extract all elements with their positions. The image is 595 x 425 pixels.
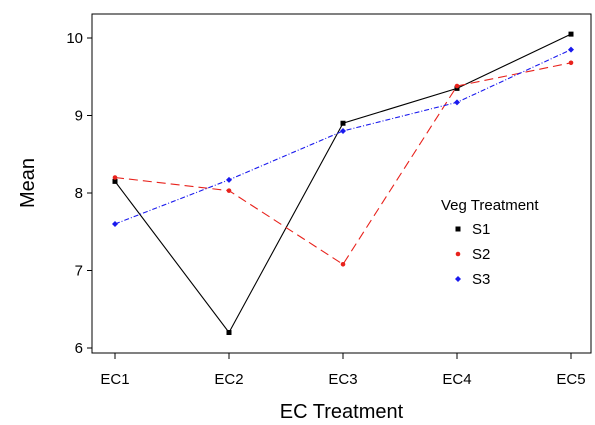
series-s1-point xyxy=(568,31,574,37)
series-s1-point xyxy=(454,85,460,91)
series-s3 xyxy=(112,46,574,227)
series-s2-point xyxy=(454,83,460,89)
series-s1-line xyxy=(114,33,572,334)
legend-label-s2: S2 xyxy=(472,246,490,263)
y-tick-label: 10 xyxy=(66,30,83,47)
x-tick-label: EC3 xyxy=(328,371,357,388)
legend: Veg Treatment S1 S2 S3 xyxy=(441,197,539,288)
series-layer xyxy=(112,31,574,335)
series-s3-point xyxy=(112,221,118,227)
y-axis-title: Mean xyxy=(17,158,39,208)
y-tick-label: 8 xyxy=(75,185,83,202)
legend-label-s3: S3 xyxy=(472,271,490,288)
series-s2-point xyxy=(568,60,574,66)
series-s2-line xyxy=(114,62,572,266)
series-s3-point xyxy=(454,99,460,106)
series-s1-point xyxy=(112,178,118,184)
series-s1-point xyxy=(226,330,232,335)
series-s2-point xyxy=(112,175,118,180)
series-s3-line xyxy=(114,49,572,225)
x-tick-label: EC2 xyxy=(214,371,243,388)
series-s3-point xyxy=(340,128,346,134)
series-s3-point xyxy=(568,46,574,53)
y-tick-label: 9 xyxy=(75,108,83,125)
x-tick-label: EC4 xyxy=(442,371,471,388)
series-s1 xyxy=(112,31,574,335)
series-s2-point xyxy=(226,188,232,193)
legend-marker-s3 xyxy=(455,276,461,282)
legend-marker-s2 xyxy=(455,251,461,257)
x-tick-label: EC1 xyxy=(100,371,129,388)
legend-marker-s1 xyxy=(455,226,461,232)
x-axis-title: EC Treatment xyxy=(280,401,404,423)
series-s2 xyxy=(112,60,574,267)
x-tick-label: EC5 xyxy=(556,371,585,388)
series-s3-point xyxy=(226,176,232,183)
plot-frame xyxy=(91,13,592,354)
y-tick-label: 7 xyxy=(75,263,83,280)
legend-label-s1: S1 xyxy=(472,221,490,238)
y-tick-label: 6 xyxy=(75,340,83,357)
series-s1-point xyxy=(340,120,346,126)
x-axis: EC1 EC2 EC3 EC4 EC5 xyxy=(100,353,586,388)
y-axis: 6 7 8 9 10 xyxy=(66,30,92,357)
series-s2-point xyxy=(340,262,346,267)
legend-title: Veg Treatment xyxy=(441,197,539,214)
